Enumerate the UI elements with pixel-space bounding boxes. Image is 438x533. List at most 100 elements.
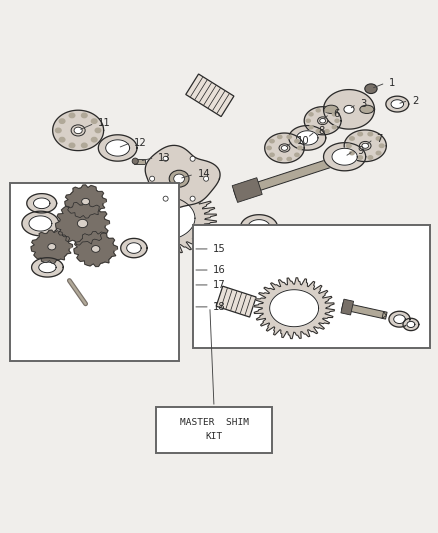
Polygon shape: [402, 318, 418, 330]
Polygon shape: [98, 135, 137, 161]
Polygon shape: [288, 126, 325, 150]
Ellipse shape: [269, 140, 274, 143]
Circle shape: [163, 156, 168, 161]
Polygon shape: [65, 185, 106, 218]
Ellipse shape: [258, 238, 261, 241]
Ellipse shape: [357, 156, 362, 159]
Polygon shape: [77, 234, 114, 264]
Polygon shape: [253, 278, 334, 338]
Ellipse shape: [132, 158, 138, 164]
Text: 14: 14: [197, 169, 210, 179]
Polygon shape: [406, 321, 414, 327]
Ellipse shape: [332, 126, 336, 129]
Polygon shape: [240, 215, 277, 239]
Ellipse shape: [273, 234, 277, 237]
Ellipse shape: [95, 128, 101, 133]
Ellipse shape: [325, 109, 328, 112]
Bar: [134, 158, 145, 164]
Ellipse shape: [294, 140, 298, 143]
Ellipse shape: [265, 234, 268, 237]
Polygon shape: [60, 205, 105, 242]
Bar: [155, 407, 272, 453]
Polygon shape: [106, 181, 216, 255]
Text: 13: 13: [158, 152, 170, 163]
Ellipse shape: [308, 113, 312, 116]
Text: 12: 12: [134, 138, 147, 148]
Polygon shape: [33, 198, 50, 208]
Polygon shape: [385, 96, 408, 112]
Ellipse shape: [349, 137, 353, 140]
Polygon shape: [323, 143, 365, 171]
Bar: [193, 225, 429, 348]
Ellipse shape: [359, 141, 370, 150]
Ellipse shape: [92, 246, 99, 252]
Ellipse shape: [332, 113, 336, 116]
Polygon shape: [145, 146, 219, 211]
Ellipse shape: [375, 137, 380, 140]
Text: 1: 1: [388, 78, 395, 88]
Polygon shape: [269, 290, 318, 327]
Polygon shape: [32, 258, 63, 277]
Text: 9: 9: [356, 146, 363, 156]
Text: 8: 8: [318, 126, 324, 136]
Polygon shape: [31, 230, 72, 263]
Ellipse shape: [325, 130, 328, 133]
Text: 15: 15: [213, 244, 226, 254]
Bar: [232, 177, 261, 203]
Circle shape: [190, 156, 194, 161]
Ellipse shape: [69, 113, 74, 118]
Text: 10: 10: [296, 136, 309, 147]
Text: MASTER  SHIM: MASTER SHIM: [179, 418, 248, 426]
Polygon shape: [29, 216, 52, 231]
Ellipse shape: [375, 151, 380, 155]
Bar: [340, 299, 353, 315]
Ellipse shape: [315, 109, 319, 112]
Ellipse shape: [308, 126, 312, 129]
Ellipse shape: [266, 242, 276, 249]
Polygon shape: [323, 90, 374, 129]
Bar: [10, 183, 178, 361]
Polygon shape: [127, 243, 141, 253]
Circle shape: [149, 176, 154, 181]
Bar: [233, 154, 347, 198]
Ellipse shape: [280, 250, 284, 253]
Ellipse shape: [81, 198, 89, 205]
Ellipse shape: [173, 174, 184, 183]
Ellipse shape: [258, 250, 261, 253]
Text: 7: 7: [376, 134, 382, 144]
Ellipse shape: [319, 118, 325, 123]
Text: 16: 16: [213, 265, 226, 275]
Ellipse shape: [334, 119, 338, 122]
Polygon shape: [68, 188, 103, 215]
Ellipse shape: [346, 144, 350, 148]
Ellipse shape: [306, 119, 310, 122]
Ellipse shape: [59, 138, 65, 142]
Circle shape: [203, 176, 208, 181]
Ellipse shape: [286, 135, 291, 139]
Ellipse shape: [364, 84, 376, 93]
Ellipse shape: [81, 143, 87, 148]
Polygon shape: [253, 232, 288, 259]
Ellipse shape: [286, 157, 291, 160]
Ellipse shape: [359, 105, 373, 114]
Ellipse shape: [169, 170, 189, 187]
Polygon shape: [264, 133, 304, 163]
Ellipse shape: [280, 238, 284, 241]
Polygon shape: [381, 311, 385, 318]
Ellipse shape: [273, 254, 277, 257]
Ellipse shape: [323, 105, 337, 114]
Text: 11: 11: [98, 118, 110, 128]
Text: 18: 18: [213, 302, 226, 312]
Polygon shape: [304, 107, 340, 135]
Ellipse shape: [277, 135, 281, 139]
Polygon shape: [39, 262, 56, 273]
Polygon shape: [128, 196, 194, 240]
Ellipse shape: [378, 144, 383, 148]
Polygon shape: [22, 211, 59, 236]
Text: 17: 17: [213, 280, 226, 290]
Ellipse shape: [91, 119, 97, 123]
Ellipse shape: [297, 147, 301, 150]
Polygon shape: [27, 193, 57, 213]
Polygon shape: [331, 148, 357, 165]
Polygon shape: [336, 156, 346, 165]
